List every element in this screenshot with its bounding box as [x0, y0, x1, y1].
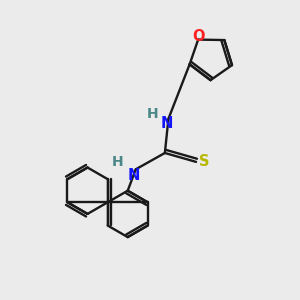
Text: H: H	[112, 155, 124, 169]
Text: N: N	[160, 116, 172, 131]
Text: O: O	[193, 29, 205, 44]
Text: N: N	[128, 168, 140, 183]
Text: H: H	[147, 107, 159, 121]
Text: S: S	[199, 154, 210, 169]
